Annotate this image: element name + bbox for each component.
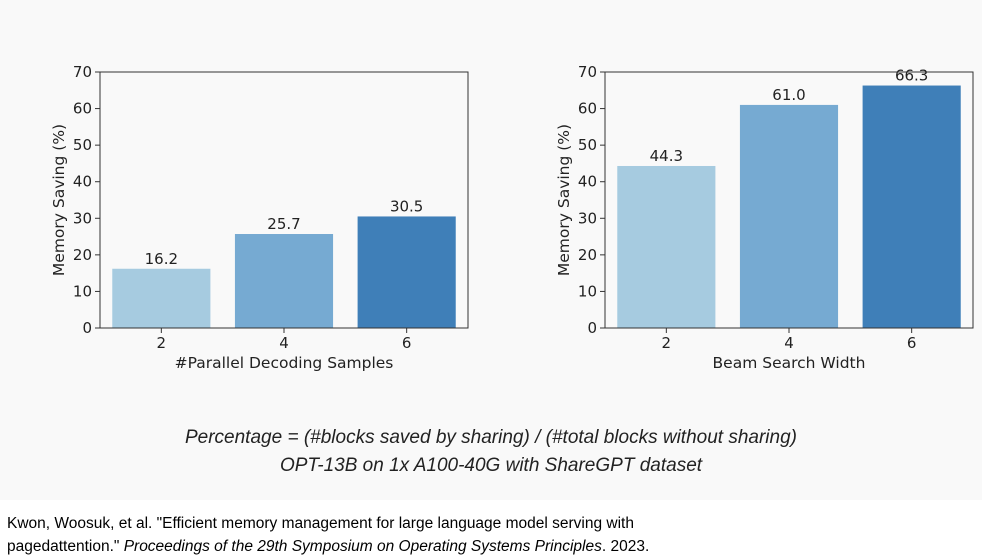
caption-setup: OPT-13B on 1x A100-40G with ShareGPT dat…	[279, 455, 703, 476]
right-x-tick-label: 6	[907, 334, 917, 352]
left-axes-frame	[99, 71, 469, 329]
right-bar-4	[739, 104, 839, 329]
right-y-axis-label: Memory Saving (%)	[555, 124, 573, 276]
left-value-label: 16.2	[145, 250, 178, 268]
left-bar-4	[234, 234, 334, 328]
left-bar-2	[112, 268, 211, 328]
right-value-label: 66.3	[895, 67, 928, 85]
right-y-tick-label: 10	[578, 282, 597, 300]
citation-line-1: Kwon, Woosuk, et al. "Efficient memory m…	[7, 515, 634, 532]
caption-formula: Percentage = (#blocks saved by sharing) …	[184, 427, 797, 448]
left-value-label: 25.7	[267, 215, 300, 233]
left-y-tick-label: 60	[73, 100, 92, 118]
right-value-label: 44.3	[650, 147, 683, 165]
left-bar-6	[357, 216, 456, 328]
citation-prefix: pagedattention."	[7, 538, 124, 555]
left-x-axis-label: #Parallel Decoding Samples	[175, 354, 394, 372]
left-y-tick-label: 30	[73, 209, 92, 227]
right-y-tick-label: 70	[578, 63, 597, 81]
left-y-tick-label: 70	[73, 63, 92, 81]
left-y-tick-label: 20	[73, 246, 92, 264]
right-x-tick-label: 2	[662, 334, 672, 352]
right-bar-2	[617, 165, 716, 328]
left-x-tick-label: 2	[157, 334, 167, 352]
right-y-tick-label: 50	[578, 136, 597, 154]
left-x-tick-label: 6	[402, 334, 412, 352]
right-x-axis-label: Beam Search Width	[713, 354, 866, 372]
citation-suffix: . 2023.	[601, 538, 650, 555]
right-value-label: 61.0	[772, 86, 805, 104]
right-y-tick-label: 0	[587, 319, 597, 337]
left-y-tick-label: 10	[73, 282, 92, 300]
right-axes-frame	[604, 71, 974, 329]
citation-venue: Proceedings of the 29th Symposium on Ope…	[123, 538, 602, 555]
right-y-tick-label: 30	[578, 209, 597, 227]
left-y-tick-label: 40	[73, 173, 92, 191]
left-value-label: 30.5	[390, 197, 423, 215]
right-y-tick-label: 40	[578, 173, 597, 191]
right-y-tick-label: 60	[578, 100, 597, 118]
left-x-tick-label: 4	[279, 334, 289, 352]
right-x-tick-label: 4	[784, 334, 794, 352]
left-y-axis-label: Memory Saving (%)	[50, 124, 68, 276]
right-bar-6	[862, 85, 961, 328]
left-y-tick-label: 0	[82, 319, 92, 337]
left-y-tick-label: 50	[73, 136, 92, 154]
citation-line-2: pagedattention." Proceedings of the 29th…	[7, 538, 649, 556]
right-y-tick-label: 20	[578, 246, 597, 264]
